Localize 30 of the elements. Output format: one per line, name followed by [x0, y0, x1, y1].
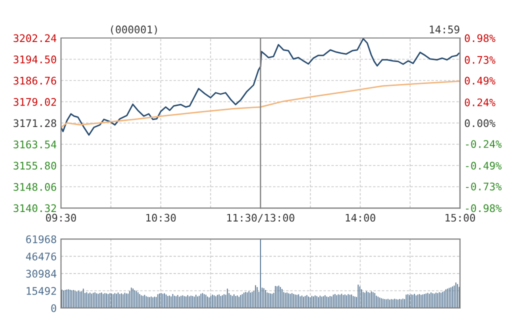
y-tick-label: 3155.80 [14, 162, 56, 170]
y-tick-label: 61968 [26, 235, 56, 244]
y-tick-label: 3140.32 [14, 204, 56, 212]
y-tick-label: 3163.54 [14, 140, 56, 148]
text: -0.24% [466, 140, 502, 148]
y-tick-label: 3202.24 [14, 34, 56, 42]
text: 0.73% [464, 56, 496, 64]
text: 0.24% [464, 98, 496, 106]
x-tick-label: 14:00 [346, 214, 376, 222]
y-tick-label: 3179.02 [14, 98, 56, 106]
y-tick-label: 3186.76 [14, 76, 56, 85]
y-tick-label: 0 [51, 304, 56, 312]
x-tick-label: 09:30 [46, 214, 76, 222]
text: -0.73% [466, 182, 502, 190]
y-tick-label: 46476 [26, 252, 56, 260]
y-tick-label: 3171.28 [14, 119, 56, 128]
text: -0.49% [466, 162, 502, 170]
text: 0.00% [464, 119, 496, 128]
x-tick-label: 10:30 [146, 214, 176, 222]
x-tick-label: 11:30/13:00 [227, 214, 294, 223]
y-tick-label: 30984 [26, 270, 56, 278]
y-tick-label: 3148.06 [14, 183, 56, 191]
text: -0.98% [466, 204, 502, 212]
text: 14:59 [430, 26, 460, 34]
text: 0.98% [464, 34, 496, 42]
chart-title: (000001) [111, 25, 157, 35]
x-tick-label: 15:00 [446, 214, 476, 222]
y-tick-label: 15492 [26, 287, 56, 295]
y-tick-label: 3194.50 [14, 56, 56, 64]
text: 0.49% [464, 76, 496, 85]
